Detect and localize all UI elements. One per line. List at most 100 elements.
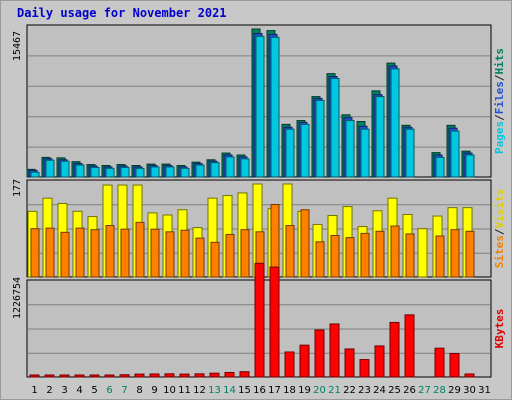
kbytes-panel-bar-kbytes-day-30 xyxy=(464,373,475,378)
kbytes-panel-bar-kbytes-day-26 xyxy=(404,314,415,378)
usage-panel-bar-pages-day-3 xyxy=(60,160,70,178)
usage-panel-bar-pages-day-16 xyxy=(255,35,265,178)
usage-panel-bar-pages-day-15 xyxy=(240,158,250,178)
usage-panel-series-label-part: / xyxy=(493,114,506,121)
usage-panel-series-label-part: Pages xyxy=(493,121,506,154)
x-tick-label-day-28: 28 xyxy=(433,385,446,396)
kbytes-panel-bar-kbytes-day-5 xyxy=(89,374,100,378)
kbytes-panel-bar-kbytes-day-20 xyxy=(314,329,325,378)
x-tick-label-day-9: 9 xyxy=(151,385,157,396)
visits-panel-bar-sites-day-28 xyxy=(435,235,445,278)
x-tick-label-day-17: 17 xyxy=(268,385,281,396)
x-tick-label-day-8: 8 xyxy=(136,385,142,396)
visits-panel-bar-sites-day-18 xyxy=(285,225,295,278)
visits-panel-bar-sites-day-11 xyxy=(180,229,190,278)
x-tick-label-day-6: 6 xyxy=(106,385,112,396)
usage-panel-bar-pages-day-22 xyxy=(345,120,355,178)
usage-panel-bar-pages-day-17 xyxy=(270,36,280,178)
kbytes-panel-bar-kbytes-day-1 xyxy=(29,374,40,378)
x-tick-label-day-16: 16 xyxy=(253,385,266,396)
kbytes-panel-bar-kbytes-day-24 xyxy=(374,345,385,378)
usage-panel-bar-pages-day-23 xyxy=(360,128,370,178)
x-tick-label-day-7: 7 xyxy=(121,385,127,396)
x-tick-label-day-19: 19 xyxy=(298,385,311,396)
visits-panel-ymax-label: 177 xyxy=(12,179,23,197)
x-tick-label-day-23: 23 xyxy=(358,385,371,396)
x-tick-label-day-4: 4 xyxy=(76,385,82,396)
visits-panel-bar-sites-day-13 xyxy=(210,241,220,278)
usage-panel-bar-pages-day-19 xyxy=(300,123,310,178)
x-tick-label-day-29: 29 xyxy=(448,385,461,396)
kbytes-panel-bar-kbytes-day-21 xyxy=(329,323,340,378)
visits-panel-bar-sites-day-23 xyxy=(360,232,370,278)
x-tick-label-day-14: 14 xyxy=(223,385,236,396)
visits-panel-bar-sites-day-14 xyxy=(225,233,235,278)
visits-panel-bar-sites-day-26 xyxy=(405,233,415,278)
kbytes-panel-bar-kbytes-day-16 xyxy=(254,262,265,378)
visits-panel-bar-sites-day-1 xyxy=(30,228,40,278)
kbytes-panel-ymax-label: 1226754 xyxy=(12,277,23,319)
kbytes-panel-bar-kbytes-day-19 xyxy=(299,344,310,378)
usage-panel-bar-pages-day-6 xyxy=(105,167,115,178)
visits-panel-bar-sites-day-3 xyxy=(60,231,70,278)
visits-panel-bar-sites-day-20 xyxy=(315,241,325,278)
visits-panel-series-label-part: Visits xyxy=(493,189,506,229)
usage-panel-bar-pages-day-1 xyxy=(30,171,40,178)
usage-panel-bar-pages-day-5 xyxy=(90,166,100,178)
kbytes-panel-bar-kbytes-day-18 xyxy=(284,351,295,378)
kbytes-panel-bar-kbytes-day-25 xyxy=(389,321,400,378)
usage-panel-bar-pages-day-28 xyxy=(435,156,445,178)
visits-panel-bar-visits-day-27 xyxy=(417,228,428,278)
usage-panel-bar-pages-day-2 xyxy=(45,159,55,178)
kbytes-panel-bar-kbytes-day-13 xyxy=(209,372,220,378)
x-tick-label-day-15: 15 xyxy=(238,385,251,396)
usage-panel-series-label-part: Files xyxy=(493,81,506,114)
usage-panel-bar-pages-day-30 xyxy=(465,154,475,178)
usage-panel-bar-pages-day-7 xyxy=(120,166,130,178)
x-tick-label-day-25: 25 xyxy=(388,385,401,396)
x-tick-label-day-22: 22 xyxy=(343,385,356,396)
kbytes-panel-bar-kbytes-day-7 xyxy=(119,374,130,378)
kbytes-panel-bar-kbytes-day-3 xyxy=(59,374,70,378)
visits-panel-bar-sites-day-10 xyxy=(165,231,175,278)
visits-panel-series-label-part: Sites xyxy=(493,235,506,268)
visits-panel-bar-sites-day-4 xyxy=(75,227,85,278)
visits-panel-bar-sites-day-8 xyxy=(135,221,145,278)
visits-panel-bar-sites-day-25 xyxy=(390,225,400,278)
usage-panel-bar-pages-day-14 xyxy=(225,156,235,178)
usage-panel-series-label: Pages/Files/Hits xyxy=(493,48,506,154)
visits-panel-bar-sites-day-15 xyxy=(240,229,250,278)
usage-panel-series-label-part: / xyxy=(493,74,506,81)
usage-panel-series-label-part: Hits xyxy=(493,48,506,75)
visits-panel-bar-sites-day-9 xyxy=(150,228,160,278)
kbytes-panel-bar-kbytes-day-4 xyxy=(74,374,85,378)
visits-panel-bar-sites-day-22 xyxy=(345,237,355,278)
usage-panel-bar-pages-day-26 xyxy=(405,128,415,178)
kbytes-panel-bar-kbytes-day-6 xyxy=(104,374,115,378)
kbytes-panel-bar-kbytes-day-8 xyxy=(134,373,145,378)
x-tick-label-day-21: 21 xyxy=(328,385,341,396)
visits-panel-bar-sites-day-2 xyxy=(45,227,55,278)
usage-panel-bar-pages-day-18 xyxy=(285,128,295,178)
usage-panel-bar-pages-day-25 xyxy=(390,68,400,178)
x-tick-label-day-3: 3 xyxy=(61,385,67,396)
kbytes-panel-bar-kbytes-day-15 xyxy=(239,371,250,378)
kbytes-panel-bar-kbytes-day-11 xyxy=(179,373,190,378)
usage-panel-bar-pages-day-8 xyxy=(135,167,145,178)
usage-panel-bar-pages-day-4 xyxy=(75,164,85,178)
x-tick-label-day-20: 20 xyxy=(313,385,326,396)
visits-panel-bar-sites-day-6 xyxy=(105,225,115,278)
chart-title: Daily usage for November 2021 xyxy=(17,6,227,20)
x-tick-label-day-13: 13 xyxy=(208,385,221,396)
kbytes-panel-bar-kbytes-day-2 xyxy=(44,374,55,378)
x-tick-label-day-1: 1 xyxy=(31,385,37,396)
kbytes-panel-bar-kbytes-day-17 xyxy=(269,266,280,378)
usage-panel-bar-pages-day-12 xyxy=(195,164,205,178)
usage-panel-bar-pages-day-24 xyxy=(375,96,385,178)
x-tick-label-day-12: 12 xyxy=(193,385,206,396)
usage-panel-bar-pages-day-11 xyxy=(180,167,190,178)
x-tick-label-day-11: 11 xyxy=(178,385,191,396)
usage-panel-bar-pages-day-21 xyxy=(330,77,340,178)
usage-panel-bar-pages-day-29 xyxy=(450,130,460,178)
x-tick-label-day-5: 5 xyxy=(91,385,97,396)
